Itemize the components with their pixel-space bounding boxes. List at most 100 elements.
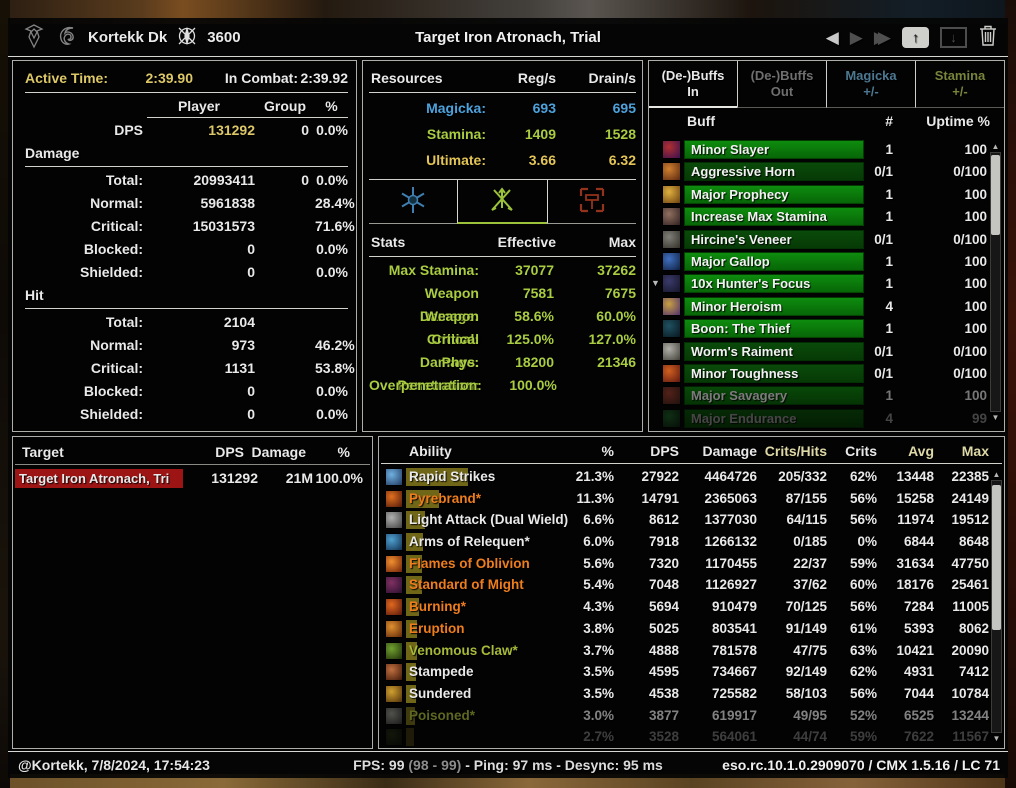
column-dps[interactable]: DPS [650,443,679,459]
buff-row[interactable]: Minor Toughness 0/1 0/100 [649,363,1004,385]
scrollbar-thumb[interactable] [991,155,1000,235]
stat-row: Weapon Damage: 7581 7675 [369,282,636,324]
ability-scrollbar[interactable]: ▲ ▼ [991,469,1002,744]
buff-row[interactable]: Increase Max Stamina 1 100 [649,206,1004,228]
scroll-up-icon[interactable]: ▲ [991,142,1000,151]
hit-row: Total: 2104 [25,311,348,334]
column-count: # [885,113,893,129]
stat-effective: 7581 [522,285,554,301]
buff-row[interactable]: Major Gallop 1 100 [649,251,1004,273]
stat-effective: 18200 [515,354,554,370]
save-fight-button[interactable]: ↑ [902,26,929,48]
ability-name: Venomous Claw* [409,642,518,658]
scroll-down-icon[interactable]: ▼ [992,734,1001,743]
ability-row[interactable]: Sundered 3.5% 4538 725582 58/103 56% 7044 10784 [379,683,1004,705]
target-row[interactable]: Target Iron Atronach, Tri 131292 21M 100.0% [13,468,372,490]
stat-max: 21346 [597,354,636,370]
buff-row[interactable]: Minor Heroism 4 100 [649,296,1004,318]
ability-row[interactable]: Pyrebrand* 11.3% 14791 2365063 87/155 56% 1525… [379,488,1004,510]
row-percent: 53.8% [315,360,355,376]
buff-row[interactable]: Major Savagery 1 100 [649,385,1004,407]
ability-dps: 7320 [648,555,679,571]
scroll-up-icon[interactable]: ▲ [992,470,1001,479]
buff-count: 4 [885,298,893,314]
buff-rows: Minor Slayer 1 100 Aggressive Horn 0/1 0/100 M… [649,139,1004,429]
column-player: Player [177,98,221,114]
column-damage[interactable]: Damage [702,443,757,459]
ability-row[interactable]: Burning* 4.3% 5694 910479 70/125 56% 7284 11005 [379,596,1004,618]
tab-stamina-stats[interactable] [457,180,547,224]
buff-row[interactable]: Worm's Raiment 0/1 0/100 [649,341,1004,363]
column-avg[interactable]: Avg [908,443,934,459]
scrollbar-thumb[interactable] [992,485,1001,630]
save-arrow-icon: ↑ [912,29,919,45]
ability-row[interactable]: Poisoned* 3.0% 3877 619917 49/95 52% 6525 13244 [379,705,1004,727]
ability-row[interactable]: Stampede 3.5% 4595 734667 92/149 62% 4931 7412 [379,661,1004,683]
buff-row[interactable]: Hircine's Veneer 0/1 0/100 [649,229,1004,251]
tab-magicka-stats[interactable] [369,180,458,224]
resources-stats-panel: Resources Reg/s Drain/s Magicka: 693 695 St… [362,60,643,432]
ability-icon [385,511,403,530]
ability-name: Light Attack (Dual Wield) [409,512,569,528]
stat-max: 127.0% [588,331,636,347]
next-fight-button[interactable]: ▶ [849,27,863,47]
buff-scrollbar[interactable]: ▲ ▼ [990,141,1001,423]
column-crits-hits[interactable]: Crits/Hits [764,443,827,459]
buff-uptime: 100 [964,298,987,314]
column-percent[interactable]: % [601,443,614,459]
row-label: Critical: [90,218,143,234]
buff-row[interactable]: ▼ 10x Hunter's Focus 1 100 [649,273,1004,295]
stat-label: Phys. Penetration: [397,354,479,393]
ability-row[interactable]: Light Attack (Dual Wield) 6.6% 8612 1377030… [379,509,1004,531]
expander-icon[interactable]: ▼ [651,278,660,289]
buff-row[interactable]: Major Endurance 4 99 [649,408,1004,429]
ability-row[interactable]: Flames of Oblivion 5.6% 7320 1170455 22/37 59… [379,553,1004,575]
column-ability[interactable]: Ability [409,443,452,459]
load-fight-button[interactable]: ↓ [940,26,967,48]
stat-effective: 58.6% [514,308,554,324]
buff-count: 1 [885,321,893,337]
ability-icon [385,641,403,660]
stat-row: Max Stamina: 37077 37262 [369,259,636,282]
hammer-frame-icon [577,185,607,218]
ability-max: 20090 [951,642,989,658]
performance-readout: FPS: 99 (98 - 99) - Ping: 97 ms - Desync… [8,752,1008,778]
column-max[interactable]: Max [961,443,989,459]
ability-row[interactable]: Venomous Claw* 3.7% 4888 781578 47/75 63% 1042… [379,640,1004,662]
buff-name: Major Savagery [691,388,788,404]
buffs-panel: (De-)Buffs In (De-)Buffs Out Magicka +/- Stami… [648,60,1005,432]
buff-tab-in[interactable]: (De-)Buffs In [649,61,737,108]
uptime-bar: Major Prophecy [684,184,864,204]
ability-row[interactable]: Standard of Might 5.4% 7048 1126927 37/62 60%… [379,574,1004,596]
stat-label: Weapon Critical: [424,308,479,347]
damage-row: Shielded: 0 0.0% [25,261,348,284]
previous-fight-button[interactable]: ◀ [825,27,839,47]
buff-row[interactable]: Boon: The Thief 1 100 [649,318,1004,340]
ability-damage: 910479 [711,599,757,615]
column-uptime: Uptime % [926,113,990,129]
buff-tab-[interactable]: Magicka +/- [826,61,915,108]
ability-row[interactable]: 2.7% 3528 564061 44/74 59% 7622 11567 [379,726,1004,748]
uptime-bar: Major Savagery [684,386,864,406]
row-value: 973 [231,337,255,353]
row-label: Normal: [90,195,143,211]
ability-icon [385,489,403,508]
ability-row[interactable]: Arms of Relequen* 6.0% 7918 1266132 0/185 0% 6… [379,531,1004,553]
ability-max: 24149 [951,490,989,506]
scroll-down-icon[interactable]: ▼ [991,413,1000,422]
ability-row[interactable]: Rapid Strikes 21.3% 27922 4464726 205/332 62%… [379,466,1004,488]
dps-label: DPS [114,122,143,138]
tab-weapon-stats[interactable] [546,180,636,224]
buff-row[interactable]: Minor Slayer 1 100 [649,139,1004,161]
delete-fight-button[interactable] [978,24,998,50]
ability-icon [385,554,403,573]
buff-row[interactable]: Major Prophecy 1 100 [649,184,1004,206]
column-crits[interactable]: Crits [845,443,877,459]
ability-row[interactable]: Eruption 3.8% 5025 803541 91/149 61% 5393 8062 [379,618,1004,640]
buff-row[interactable]: Aggressive Horn 0/1 0/100 [649,161,1004,183]
latest-fight-button[interactable]: ▶▶ [873,27,891,47]
buff-icon [662,319,681,339]
buff-tab-out[interactable]: (De-)Buffs Out [737,61,826,108]
ability-dps: 4538 [648,685,679,701]
buff-tab-[interactable]: Stamina +/- [915,61,1004,108]
